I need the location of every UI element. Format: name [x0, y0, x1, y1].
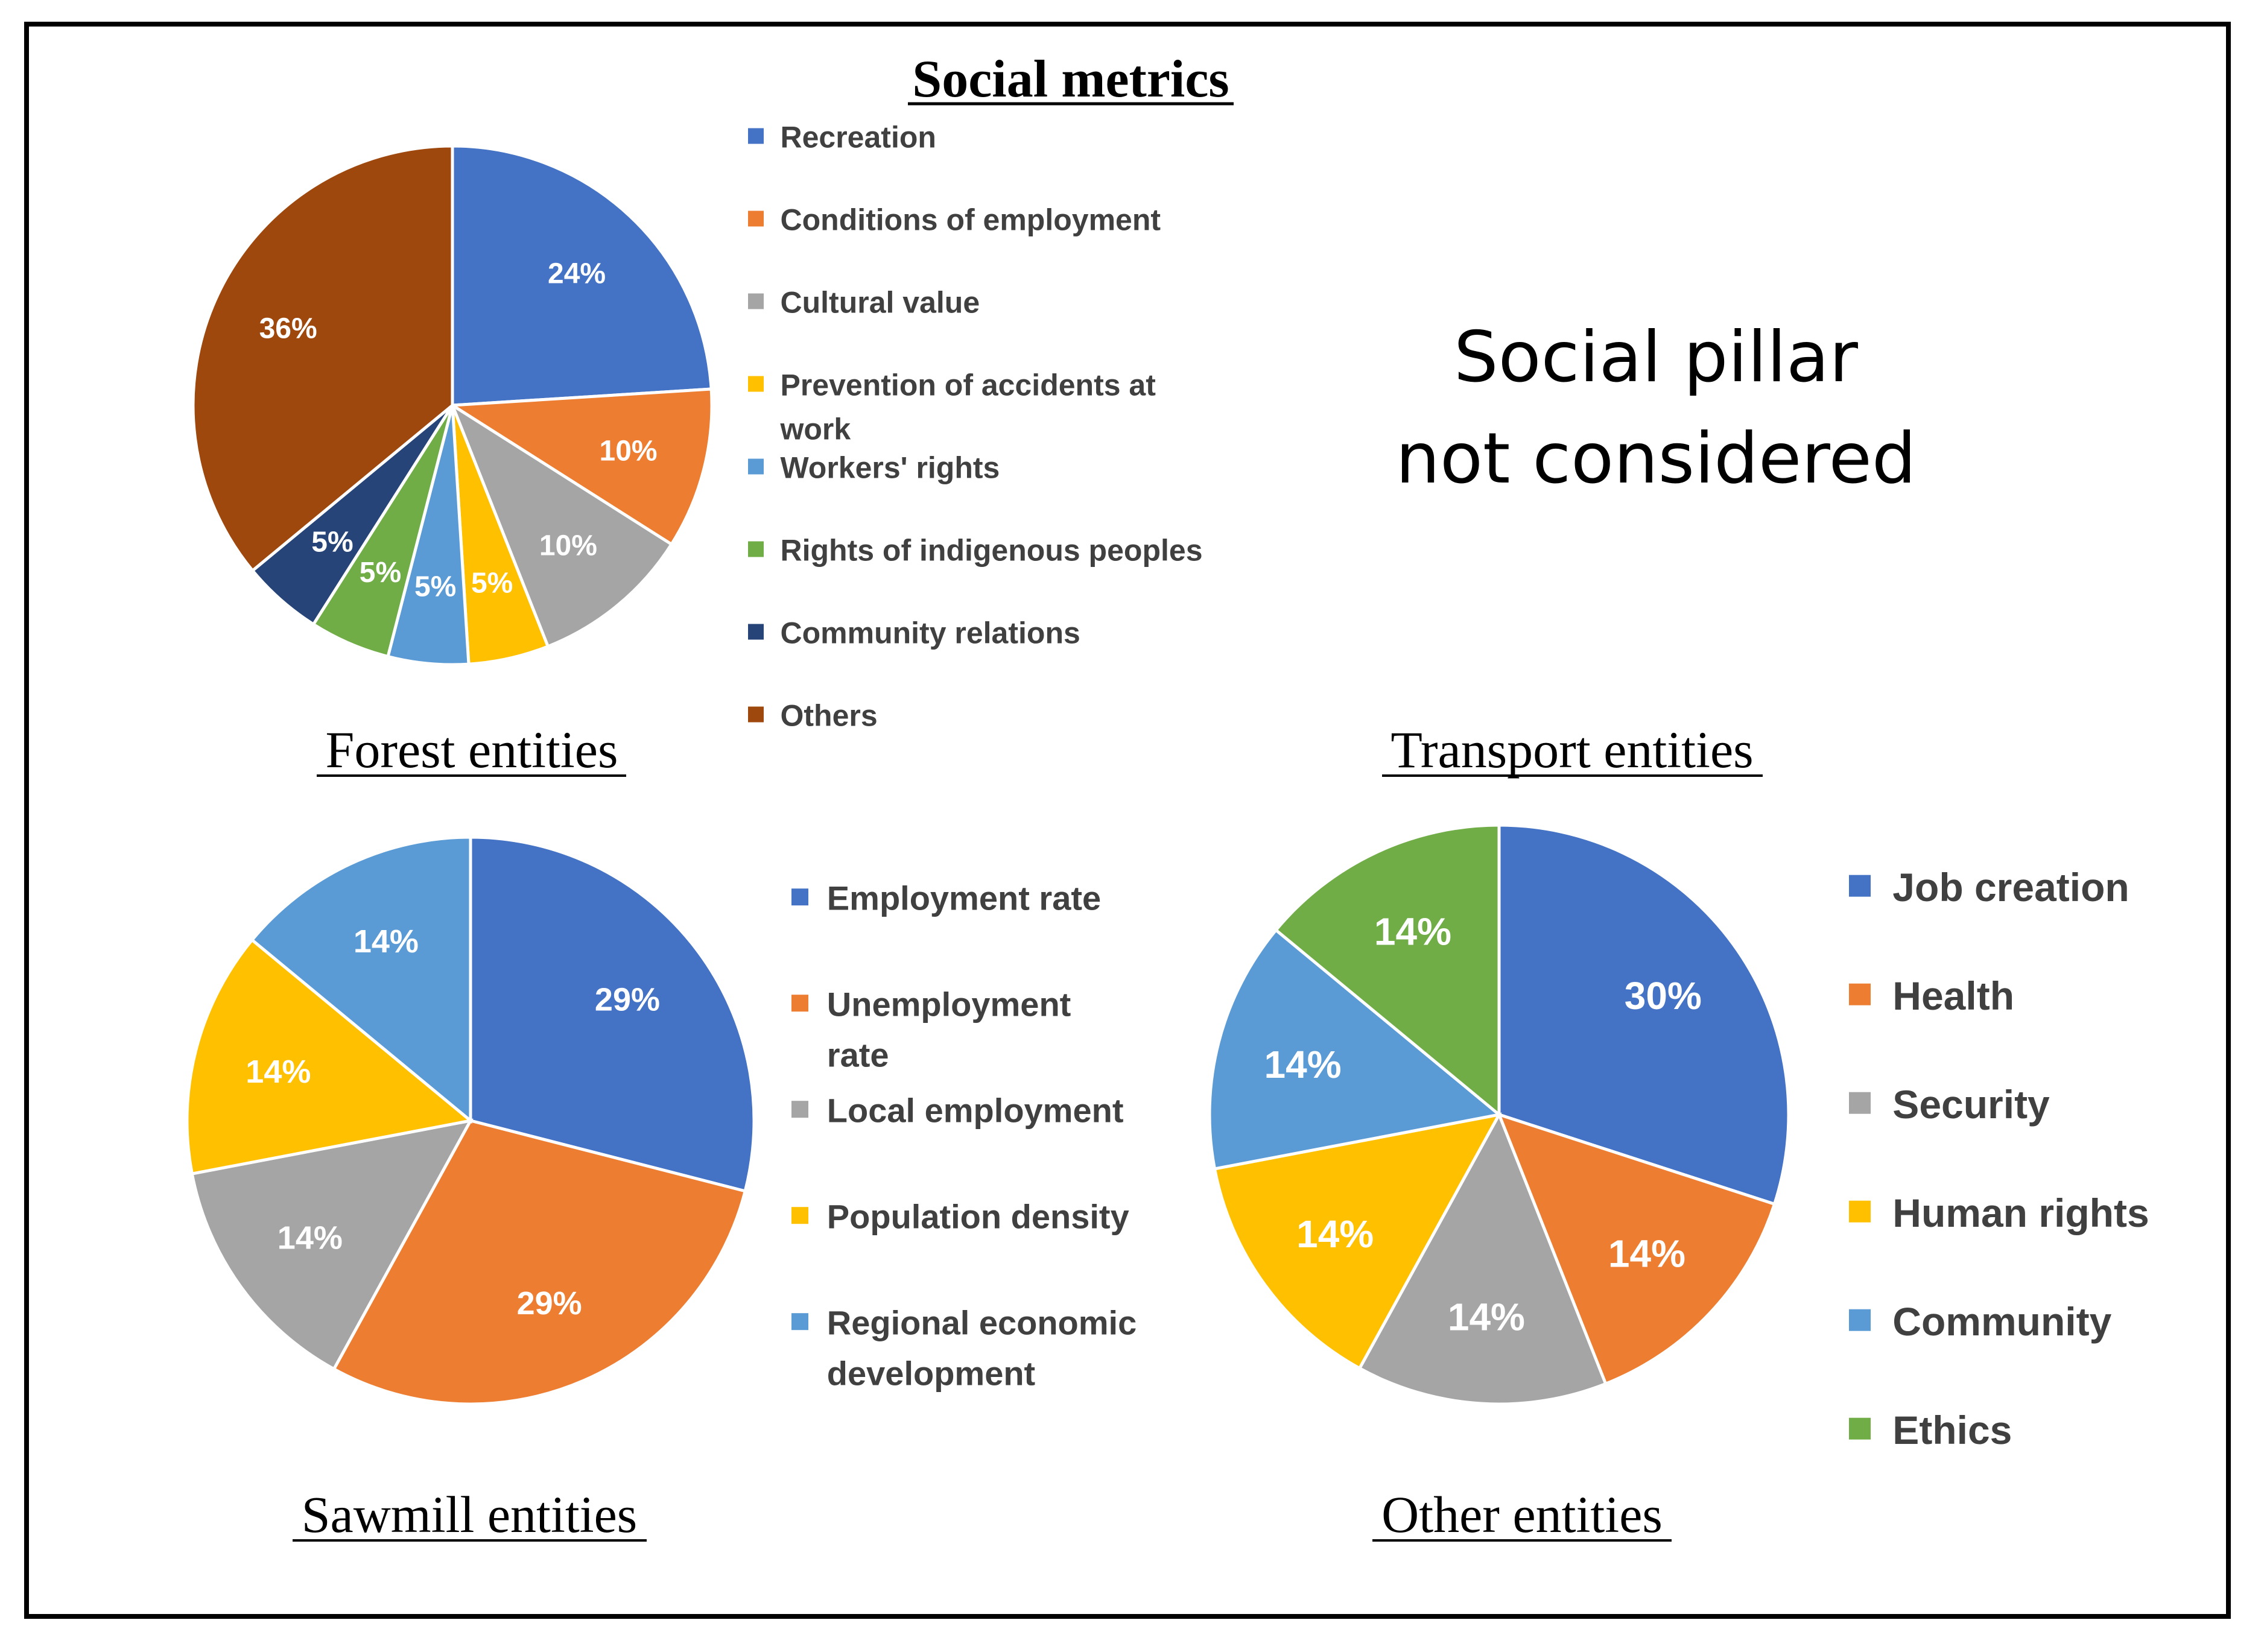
sawmill-slice-label-local-employment: 14%	[277, 1220, 343, 1256]
forest-slice-label-community-relations: 5%	[311, 527, 353, 559]
forest-legend-label-community-relations: Community relations	[781, 616, 1080, 650]
other-caption: Other entities	[1381, 1486, 1663, 1543]
other-legend-label-human-rights: Human rights	[1892, 1191, 2149, 1235]
other-legend-swatch-health	[1849, 983, 1871, 1005]
other-legend-swatch-job-creation	[1849, 875, 1871, 897]
sawmill-slice-unemployment-rate	[332, 1119, 747, 1406]
other-legend-swatch-human-rights	[1849, 1200, 1871, 1223]
forest-legend-label-conditions-of-employment: Conditions of employment	[781, 203, 1161, 237]
forest-slice-label-rights-of-indigenous-peoples: 5%	[360, 557, 401, 589]
sawmill-slice-label-regional-economic-development: 14%	[354, 923, 419, 960]
other-slice-community	[1208, 928, 1503, 1171]
sawmill-legend-label-regional-economic-development-line-2: development	[827, 1354, 1035, 1392]
sawmill-legend-label-employment-rate: Employment rate	[827, 879, 1101, 917]
transport-caption: Transport entities	[1390, 721, 1753, 779]
forest-slice-others	[191, 144, 454, 573]
sawmill-legend-swatch-regional-economic-development	[791, 1313, 808, 1331]
other-slice-health	[1496, 1112, 1777, 1386]
forest-legend-label-workers-rights: Workers' rights	[781, 451, 1000, 485]
forest-legend-swatch-cultural-value	[748, 293, 764, 309]
forest-slice-label-recreation: 24%	[548, 258, 606, 290]
forest-legend-swatch-rights-of-indigenous-peoples	[748, 541, 764, 557]
sawmill-legend: Employment rate Unemployment rate Local emp…	[791, 879, 1137, 1392]
sawmill-slice-regional-economic-development	[250, 835, 472, 1124]
forest-slice-label-others: 36%	[259, 313, 317, 345]
other-legend-swatch-security	[1849, 1092, 1871, 1114]
forest-slice-label-workers-rights: 5%	[414, 571, 456, 603]
sawmill-legend-swatch-unemployment-rate	[791, 995, 808, 1012]
other-slice-ethics	[1273, 823, 1501, 1118]
sawmill-legend-label-regional-economic-development-line-1: Regional economic	[827, 1303, 1137, 1341]
forest-caption: Forest entities	[326, 721, 618, 779]
other-legend-swatch-ethics	[1849, 1417, 1871, 1440]
forest-legend-swatch-others	[748, 706, 764, 723]
forest-legend-label-prevention-of-accidents-at-work-line-1: Prevention of accidents at	[781, 369, 1156, 402]
sawmill-legend-swatch-employment-rate	[791, 888, 808, 906]
other-slice-label-job-creation: 30%	[1625, 974, 1702, 1017]
other-pie-chart: 30% 14% 14% 14% 14% 14%	[1208, 823, 1790, 1406]
sawmill-legend-swatch-local-employment	[791, 1101, 808, 1118]
other-slice-human-rights	[1213, 1112, 1502, 1371]
forest-legend-label-others: Others	[781, 699, 878, 733]
forest-slice-label-prevention-of-accidents-at-work: 5%	[471, 568, 513, 600]
sawmill-slice-population-density	[185, 937, 474, 1176]
other-legend-label-security: Security	[1892, 1082, 2050, 1127]
forest-legend-label-cultural-value: Cultural value	[781, 286, 980, 320]
sawmill-slice-label-unemployment-rate: 29%	[517, 1285, 582, 1321]
forest-legend-swatch-workers-rights	[748, 458, 764, 475]
forest-pie-chart: 24%10%10%5%5%5%5%36%	[191, 144, 714, 666]
sawmill-slice-employment-rate	[469, 835, 756, 1193]
forest-slice-conditions-of-employment	[448, 387, 714, 546]
sawmill-caption: Sawmill entities	[302, 1486, 638, 1543]
sawmill-legend-label-unemployment-rate-line-1: Unemployment	[827, 985, 1071, 1023]
forest-slice-label-conditions-of-employment: 10%	[600, 435, 658, 467]
forest-slice-label-cultural-value: 10%	[539, 530, 597, 562]
other-slice-label-health: 14%	[1608, 1232, 1685, 1275]
forest-legend-swatch-recreation	[748, 128, 764, 144]
other-legend-label-ethics: Ethics	[1892, 1408, 2012, 1452]
other-legend-label-job-creation: Job creation	[1892, 865, 2129, 910]
sawmill-legend-swatch-population-density	[791, 1207, 808, 1224]
sawmill-legend-label-local-employment: Local employment	[827, 1091, 1124, 1129]
chart-title: Social metrics	[912, 50, 1229, 109]
forest-legend-label-prevention-of-accidents-at-work-line-2: work	[780, 413, 851, 446]
sawmill-slice-label-employment-rate: 29%	[595, 981, 660, 1017]
other-slice-job-creation	[1497, 823, 1790, 1206]
forest-legend-swatch-prevention-of-accidents-at-work	[748, 376, 764, 392]
other-legend-label-health: Health	[1892, 973, 2014, 1018]
other-legend-swatch-community	[1849, 1309, 1871, 1331]
other-slice-label-community: 14%	[1264, 1043, 1342, 1086]
forest-slice-cultural-value	[449, 401, 674, 649]
other-slice-label-security: 14%	[1448, 1296, 1525, 1339]
forest-legend-label-recreation: Recreation	[781, 121, 936, 154]
forest-legend-label-rights-of-indigenous-peoples: Rights of indigenous peoples	[781, 534, 1203, 568]
forest-legend: Recreation Conditions of employment Cultur…	[748, 121, 1203, 733]
forest-legend-swatch-conditions-of-employment	[748, 210, 764, 227]
pillar-note-line-1: Social pillar	[1454, 317, 1858, 398]
forest-legend-swatch-community-relations	[748, 624, 764, 640]
sawmill-slice-label-population-density: 14%	[246, 1054, 311, 1090]
sawmill-pie-chart: 29% 29% 14% 14% 14%	[185, 835, 756, 1406]
other-legend: Job creation Health Security Human rights Co…	[1849, 865, 2149, 1452]
other-slice-label-human-rights: 14%	[1296, 1212, 1374, 1256]
other-legend-label-community: Community	[1892, 1299, 2111, 1344]
other-slice-label-ethics: 14%	[1374, 910, 1451, 953]
pillar-note-line-2: not considered	[1396, 418, 1917, 499]
sawmill-slice-local-employment	[190, 1118, 474, 1372]
sawmill-legend-label-population-density: Population density	[827, 1197, 1129, 1235]
sawmill-legend-label-unemployment-rate-line-2: rate	[827, 1036, 889, 1074]
forest-slice-recreation	[451, 144, 713, 407]
other-slice-security	[1357, 1111, 1608, 1406]
